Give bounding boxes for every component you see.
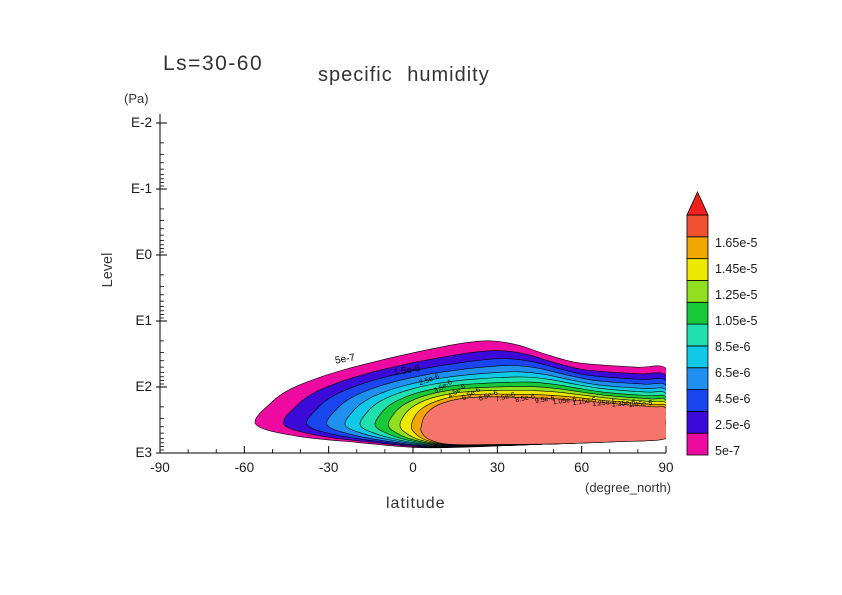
colorbar-band (686, 323, 709, 347)
colorbar-band (686, 258, 709, 281)
x-tick-label: -60 (235, 460, 255, 475)
colorbar-overflow-arrow-icon (686, 191, 709, 216)
contour-line-label: 1.45e-5 (628, 400, 652, 409)
contour-line-label: 1.25e-5 (592, 399, 616, 408)
colorbar-band (686, 280, 709, 303)
colorbar-tick-label: 4.5e-6 (715, 392, 750, 406)
y-tick-label: E2 (135, 379, 152, 394)
colorbar-band (686, 389, 709, 412)
colorbar-tick-label: 5e-7 (715, 444, 740, 458)
contour-line-label: 9.5e-6 (534, 395, 555, 405)
contour-line-label: 1.35e-5 (612, 399, 636, 408)
colorbar-band (686, 214, 709, 238)
colorbar-tick-label: 8.5e-6 (715, 340, 750, 354)
contour-fill-group: 5e-71.5e-62.5e-63.5e-64.5e-65.5e-66.5e-6… (254, 340, 666, 449)
colorbar-tick-label: 6.5e-6 (715, 366, 750, 380)
x-tick-label: 60 (574, 460, 589, 475)
colorbar-tick-label: 2.5e-6 (715, 418, 750, 432)
y-tick-label: E-1 (131, 181, 152, 196)
y-tick-label: E1 (135, 313, 152, 328)
contour-ring-1.45e-5 (420, 396, 666, 446)
x-axis-label: latitude (386, 495, 446, 512)
contour-line-label: 1.15e-5 (572, 397, 597, 407)
x-tick-label: 30 (490, 460, 505, 475)
colorbar-band (686, 432, 709, 456)
subtitle-ls-range: Ls=30-60 (163, 52, 264, 75)
colorbar-band (686, 367, 709, 390)
y-tick-label: E-2 (131, 115, 152, 130)
chart-title: specific humidity (318, 64, 490, 86)
contour-line-label: 8.5e-6 (515, 393, 536, 404)
y-tick-label: E0 (135, 247, 152, 262)
colorbar-tick-label: 1.45e-5 (715, 262, 757, 276)
colorbar-band (686, 236, 709, 260)
x-tick-label: -30 (319, 460, 339, 475)
colorbar-band (686, 301, 709, 325)
x-axis-unit: (degree_north) (585, 480, 671, 495)
colorbar-tick-label: 1.05e-5 (715, 314, 757, 328)
y-tick-label: E3 (135, 445, 152, 460)
x-tick-label: 90 (658, 460, 673, 475)
contour-line-label: 5e-7 (334, 352, 356, 366)
contour-line-label: 7.5e-6 (495, 391, 516, 403)
contour-line-label: 1.5e-6 (393, 363, 421, 379)
y-axis-unit: (Pa) (124, 91, 149, 106)
colorbar-tick-label: 1.65e-5 (715, 236, 757, 250)
x-tick-label: -90 (150, 460, 170, 475)
colorbar-tick-label: 1.25e-5 (715, 288, 757, 302)
colorbar-band (686, 410, 709, 434)
contour-line-label: 1.05e-5 (552, 396, 577, 406)
colorbar-band (686, 345, 709, 369)
x-tick-label: 0 (409, 460, 417, 475)
